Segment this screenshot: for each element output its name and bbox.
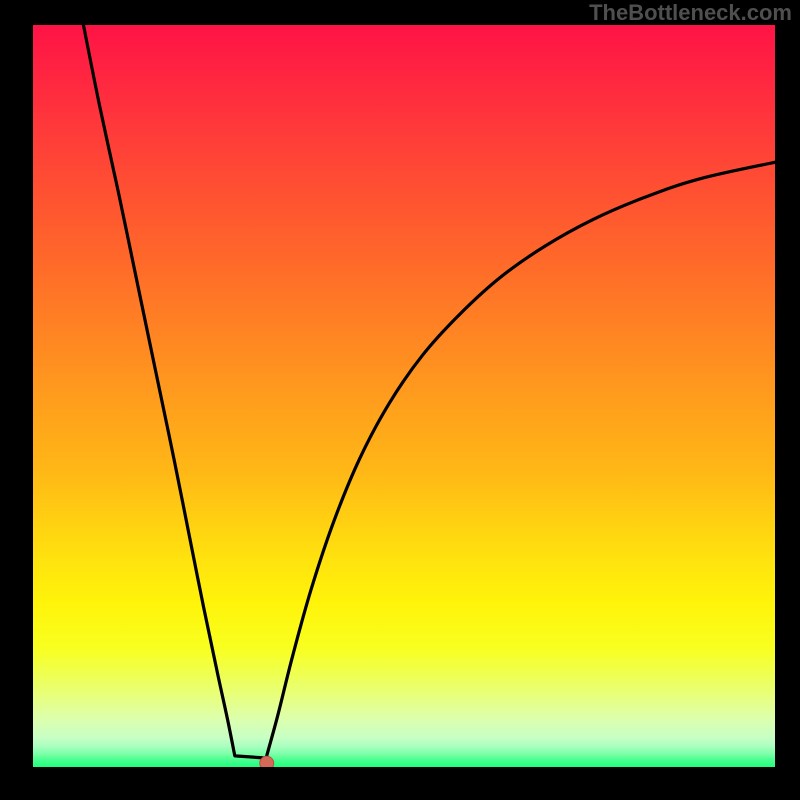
curve-layer [33, 25, 775, 767]
watermark-label: TheBottleneck.com [589, 0, 792, 26]
chart-container: TheBottleneck.com [0, 0, 800, 800]
min-marker [260, 756, 274, 767]
bottleneck-curve [83, 25, 775, 760]
plot-area [33, 25, 775, 767]
